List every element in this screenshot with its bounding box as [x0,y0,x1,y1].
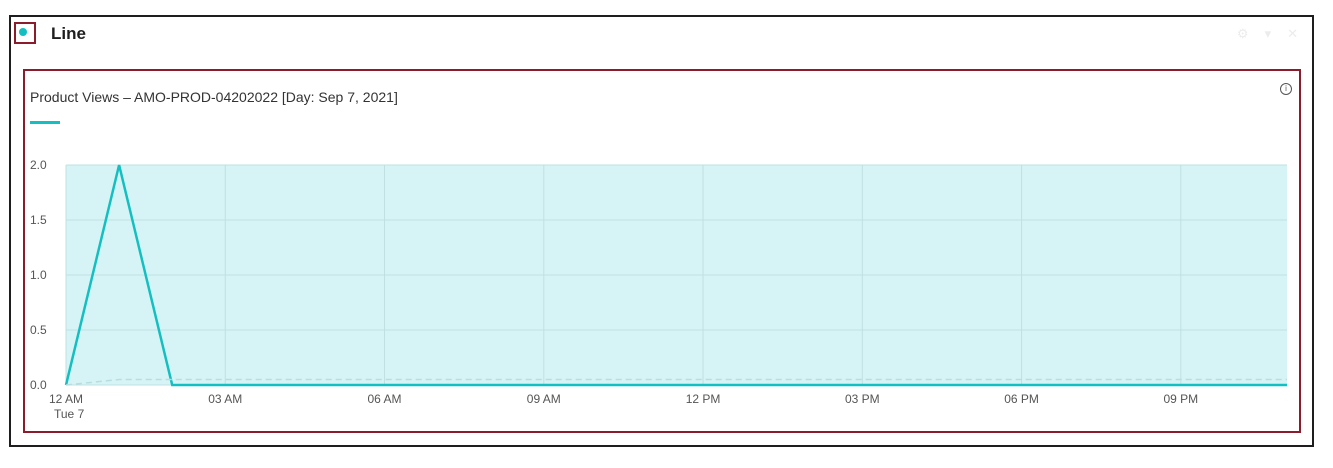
y-tick-label: 1.5 [30,213,47,227]
close-icon[interactable]: ✕ [1287,26,1298,41]
y-tick-label: 2.0 [30,158,47,172]
panel-title: Line [51,24,86,43]
info-icon[interactable]: i [1280,83,1292,95]
panel-header: Line ⚙ ▾ ✕ [11,17,1312,57]
gear-icon[interactable]: ⚙ [1236,26,1249,41]
x-tick-label: 12 PM [686,392,721,406]
series-color-selector[interactable] [14,22,36,44]
x-tick-label: 06 PM [1004,392,1039,406]
line-chart: 0.0 0.5 1.0 1.5 2.0 12 AM 03 AM 06 AM 09 AM 12 PM… [30,158,1288,421]
product-views-line [64,164,1287,387]
y-tick-label: 0.0 [30,378,47,392]
x-tick-label: 03 PM [845,392,880,406]
series-color-dot [19,28,27,36]
x-tick-label: 06 AM [368,392,402,406]
x-tick-sublabel: Tue 7 [54,407,85,421]
baseline-dashed-line [65,378,1287,386]
chevron-down-icon[interactable]: ▾ [1264,26,1272,41]
chart-title: Product Views – AMO-PROD-04202022 [Day: … [30,89,398,105]
x-tick-label: 03 AM [208,392,242,406]
x-tick-label: 09 PM [1163,392,1198,406]
series-legend-line [30,121,60,124]
x-tick-label: 09 AM [527,392,561,406]
x-tick-label: 12 AM [49,392,83,406]
y-tick-label: 1.0 [30,268,47,282]
header-controls: ⚙ ▾ ✕ [1237,26,1298,42]
line-widget-panel: Line ⚙ ▾ ✕ Product Views – AMO-PROD-0420… [9,15,1314,447]
y-tick-label: 0.5 [30,323,47,337]
chart-frame: Product Views – AMO-PROD-04202022 [Day: … [23,69,1301,433]
